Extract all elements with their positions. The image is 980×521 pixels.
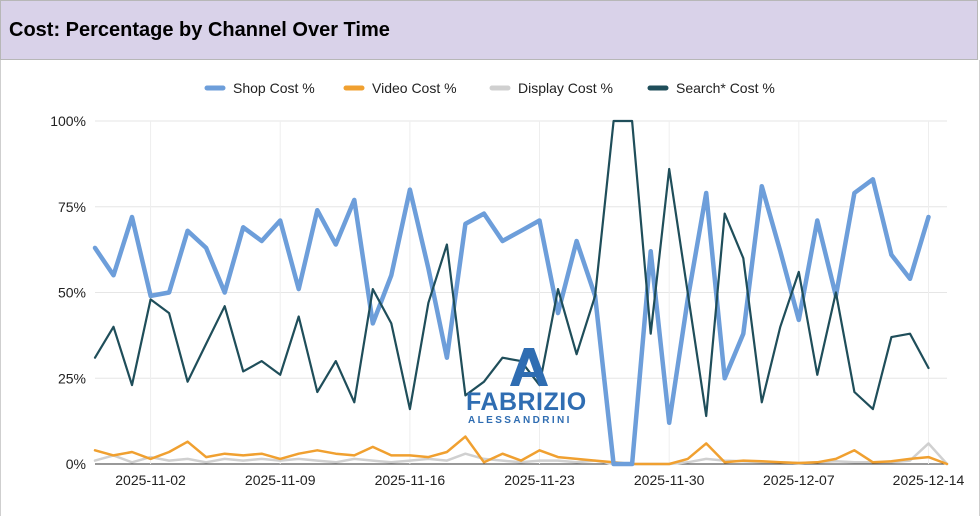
chart-area: 0% 25% 50% 75% 100% 2025-11-02 2025-11-09 2025-… bbox=[0, 60, 980, 516]
legend-label: Shop Cost % bbox=[233, 80, 315, 96]
legend-label: Video Cost % bbox=[372, 80, 457, 96]
chart-title: Cost: Percentage by Channel Over Time bbox=[9, 19, 390, 41]
series-line-shop-cost bbox=[92, 177, 931, 467]
sheet-gridline-left bbox=[0, 60, 3, 516]
x-tick-label: 2025-11-30 bbox=[634, 472, 705, 488]
x-tick-label: 2025-11-23 bbox=[504, 472, 575, 488]
watermark-a-icon bbox=[510, 348, 548, 386]
x-tick-label: 2025-12-14 bbox=[893, 472, 965, 488]
chart-title-bar: Cost: Percentage by Channel Over Time bbox=[0, 0, 978, 60]
y-tick-label: 100% bbox=[50, 113, 86, 129]
legend-label: Display Cost % bbox=[518, 80, 613, 96]
watermark-logo: FABRIZIO ALESSANDRINI bbox=[466, 346, 592, 428]
watermark-name: FABRIZIO bbox=[466, 388, 587, 416]
legend-label: Search* Cost % bbox=[676, 80, 775, 96]
watermark-sub: ALESSANDRINI bbox=[468, 415, 572, 426]
y-tick-label: 25% bbox=[58, 370, 86, 386]
x-tick-label: 2025-12-07 bbox=[763, 472, 835, 488]
y-tick-label: 0% bbox=[66, 456, 86, 472]
series-line-search-cost bbox=[93, 119, 930, 418]
y-tick-label: 50% bbox=[58, 285, 86, 301]
x-tick-label: 2025-11-16 bbox=[375, 472, 446, 488]
x-tick-label: 2025-11-09 bbox=[245, 472, 316, 488]
line-chart: 0% 25% 50% 75% 100% 2025-11-02 2025-11-09 2025-… bbox=[50, 80, 965, 488]
y-tick-label: 75% bbox=[58, 199, 86, 215]
series-line-video-cost bbox=[93, 435, 949, 466]
x-tick-label: 2025-11-02 bbox=[115, 472, 186, 488]
